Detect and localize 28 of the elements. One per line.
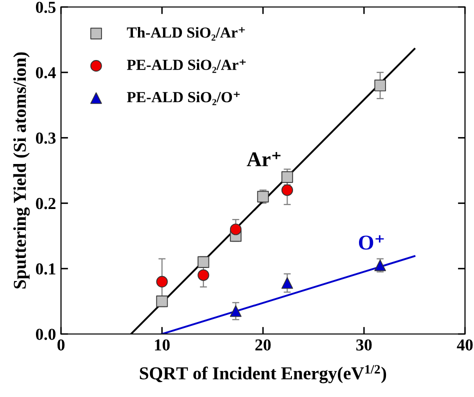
point	[374, 260, 386, 272]
x-tick-label: 40	[456, 339, 473, 351]
legend-label: PE-ALD SiO₂/Ar⁺	[126, 59, 246, 73]
annotation: Ar⁺	[246, 152, 280, 166]
y-tick-label: 0.5	[36, 2, 56, 14]
y-axis-title: Sputtering Yield (Si atoms/ion)	[13, 52, 30, 288]
x-tick-label: 30	[356, 339, 372, 351]
x-tick-label: 10	[155, 339, 170, 351]
annotation: O⁺	[358, 235, 384, 250]
y-tick-label: 0.3	[36, 132, 56, 144]
x-tick-label: 20	[255, 339, 271, 351]
point	[281, 184, 294, 196]
y-tick-label: 0.0	[36, 328, 56, 340]
point	[281, 277, 294, 289]
point	[156, 276, 168, 288]
y-tick-label: 0.1	[36, 263, 56, 275]
x-tick-label: 0	[57, 339, 65, 351]
point	[198, 269, 210, 281]
point	[281, 171, 294, 183]
point	[374, 80, 386, 92]
point	[230, 305, 242, 317]
y-tick-label: 0.2	[36, 198, 56, 210]
legend-label: Th-ALD SiO₂/Ar⁺	[126, 26, 245, 41]
point	[230, 224, 242, 236]
legend-label: PE-ALD SiO₂/O⁺	[126, 92, 240, 106]
x-axis-title: SQRT of Incident Energy(eV$^{1/2}$)	[140, 365, 386, 384]
point	[156, 296, 168, 308]
y-tick-label: 0.4	[36, 67, 56, 78]
